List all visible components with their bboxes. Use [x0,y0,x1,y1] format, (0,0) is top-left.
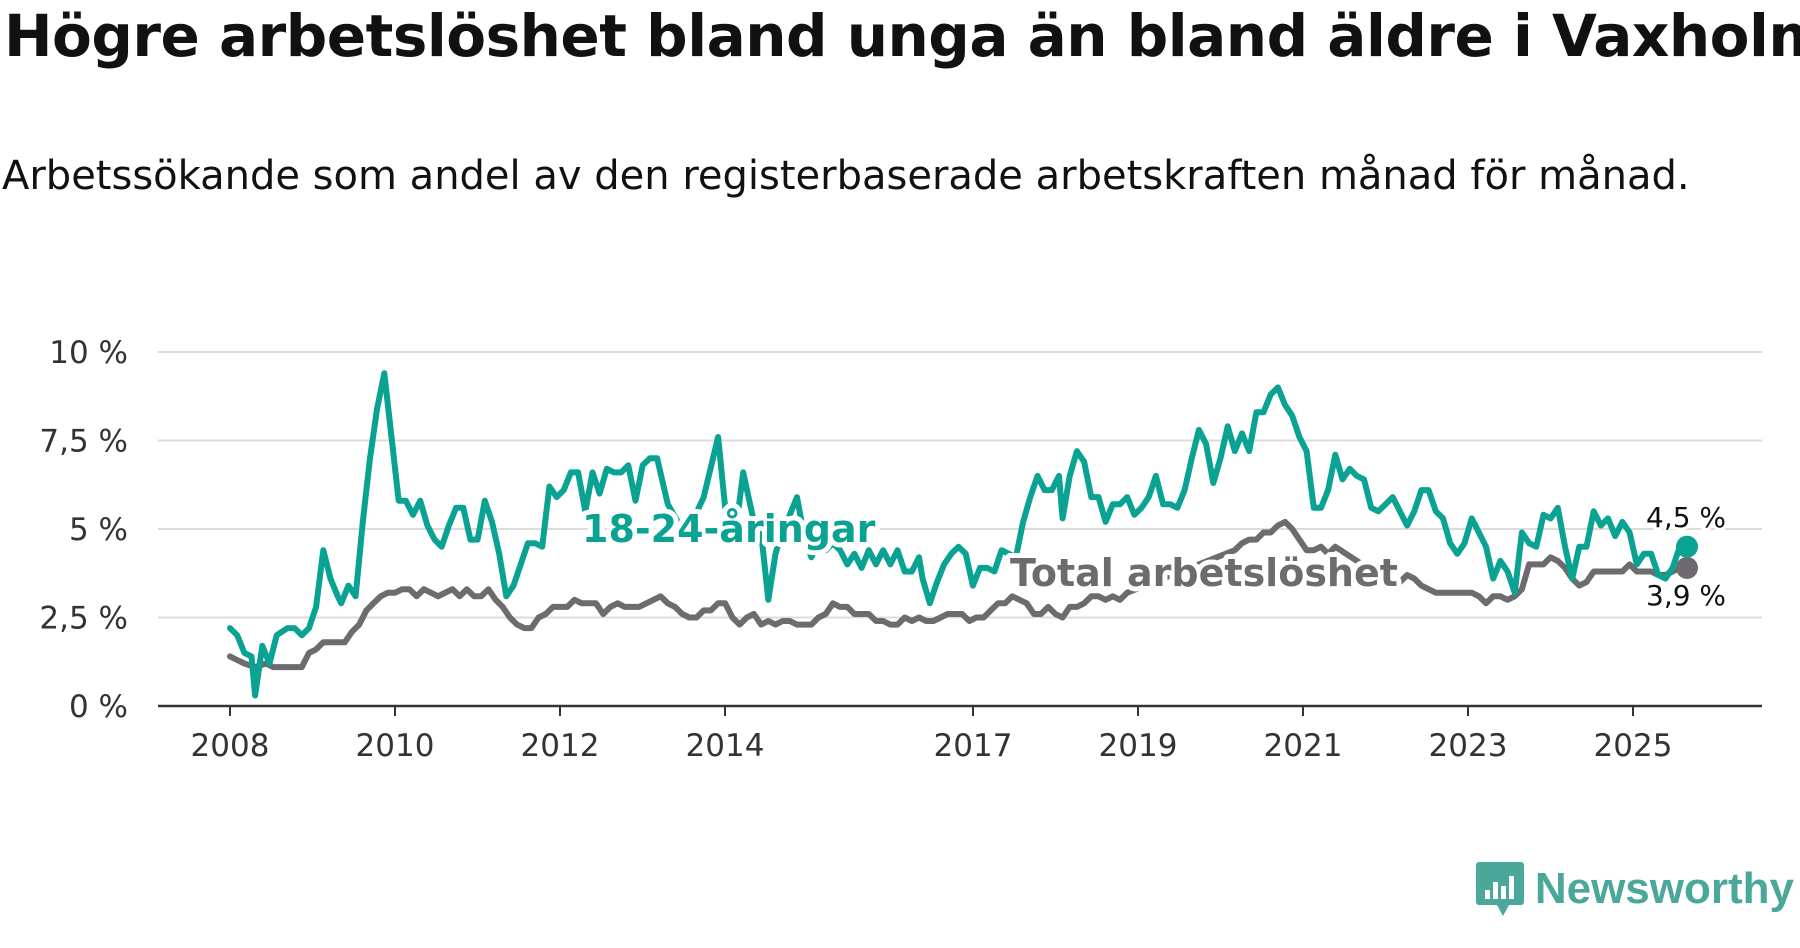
brand-name: Newsworthy [1534,864,1794,913]
y-tick-label: 7,5 % [39,424,128,460]
gridlines [158,351,1762,619]
series-label-total: Total arbetslöshet [1010,551,1398,595]
newsworthy-logo-icon [1475,862,1524,916]
y-axis-ticks: 0 % 2,5 % 5 % 7,5 % 10 % [39,335,128,725]
series-end-point [1676,535,1698,558]
x-tick-label: 2023 [1429,728,1508,764]
series-line [227,370,1690,699]
x-tick-label: 2025 [1594,728,1673,764]
series-label-youth: 18-24-åringar [582,507,876,551]
y-tick-label: 10 % [49,335,128,371]
x-tick-label: 2008 [191,728,270,764]
chart-title: Högre arbetslöshet bland unga än bland ä… [4,2,1800,70]
y-tick-label: 0 % [69,689,128,725]
x-tick-label: 2019 [1099,728,1178,764]
y-tick-label: 5 % [69,512,128,548]
newsworthy-logo: Newsworthy [1475,860,1794,918]
end-label-youth: 4,5 % [1646,501,1726,534]
x-tick-label: 2012 [521,728,600,764]
x-tick-label: 2014 [686,728,765,764]
x-tick-label: 2017 [934,728,1013,764]
series-line [227,518,1690,671]
series-end-point [1676,556,1698,579]
series-labels: 18-24-åringar Total arbetslöshet 4,5 % 3,9 … [577,498,1729,615]
series-lines [227,370,1698,699]
x-axis: 2008 2010 2012 2014 2017 2019 2021 2023 2025 [158,704,1762,764]
end-label-total: 3,9 % [1646,579,1726,612]
x-tick-label: 2021 [1264,728,1343,764]
x-tick-label: 2010 [356,728,435,764]
y-tick-label: 2,5 % [39,601,128,637]
line-chart: 0 % 2,5 % 5 % 7,5 % 10 % 2008 2010 2012 2014 201… [39,335,1762,764]
chart-subtitle: Arbetssökande som andel av den registerb… [2,153,1690,199]
